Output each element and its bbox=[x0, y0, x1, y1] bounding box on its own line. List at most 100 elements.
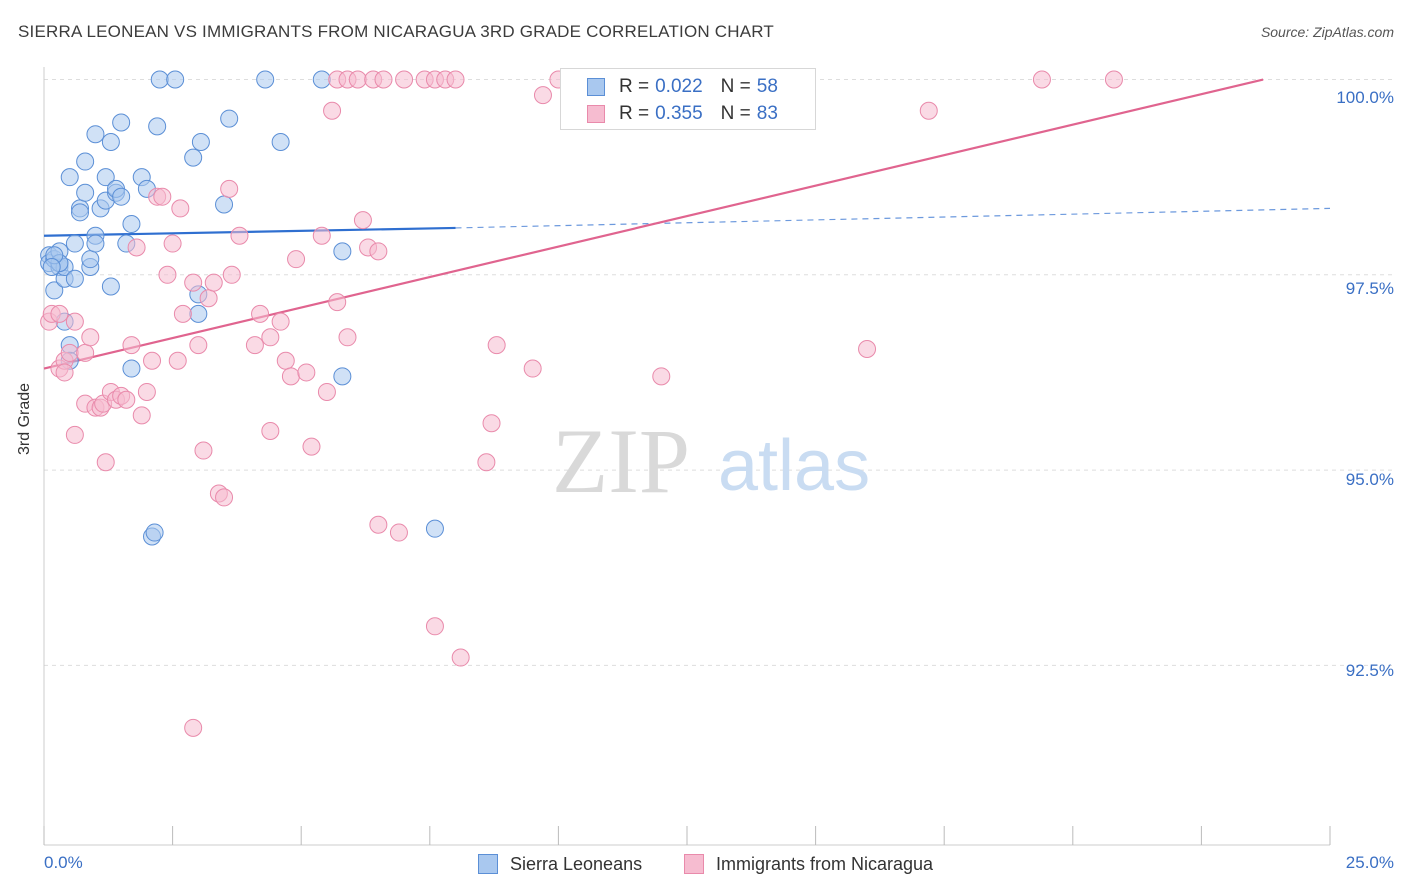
point-sierra-leoneans bbox=[101, 277, 120, 296]
point-immigrants-from-nicaragua bbox=[245, 336, 264, 355]
point-immigrants-from-nicaragua bbox=[312, 226, 331, 245]
point-immigrants-from-nicaragua bbox=[132, 406, 151, 425]
point-immigrants-from-nicaragua bbox=[487, 336, 506, 355]
point-sierra-leoneans bbox=[65, 234, 84, 253]
point-sierra-leoneans bbox=[184, 148, 203, 167]
point-sierra-leoneans bbox=[148, 117, 167, 136]
trend-line-immigrants-from-nicaragua bbox=[43, 78, 1264, 370]
point-immigrants-from-nicaragua bbox=[137, 382, 156, 401]
point-immigrants-from-nicaragua bbox=[96, 453, 115, 472]
trend-line-sierra-leoneans-extension bbox=[455, 207, 1331, 229]
point-immigrants-from-nicaragua bbox=[389, 523, 408, 542]
point-immigrants-from-nicaragua bbox=[173, 304, 192, 323]
point-sierra-leoneans bbox=[81, 250, 100, 269]
point-sierra-leoneans bbox=[215, 195, 234, 214]
point-immigrants-from-nicaragua bbox=[369, 515, 388, 534]
point-immigrants-from-nicaragua bbox=[328, 293, 347, 312]
point-immigrants-from-nicaragua bbox=[220, 179, 239, 198]
x-tick-label-min: 0.0% bbox=[44, 853, 83, 872]
y-tick-label-92-5: 92.5% bbox=[1345, 661, 1394, 680]
trend-lines bbox=[43, 78, 1331, 370]
point-immigrants-from-nicaragua bbox=[446, 70, 465, 89]
point-immigrants-from-nicaragua bbox=[652, 367, 671, 386]
point-sierra-leoneans bbox=[122, 215, 141, 234]
legend-r-label: R = bbox=[619, 103, 650, 124]
point-immigrants-from-nicaragua bbox=[117, 390, 136, 409]
point-immigrants-from-nicaragua bbox=[1032, 70, 1051, 89]
y-axis-title: 3rd Grade bbox=[16, 382, 33, 455]
point-immigrants-from-nicaragua bbox=[451, 648, 470, 667]
point-sierra-leoneans bbox=[256, 70, 275, 89]
point-immigrants-from-nicaragua bbox=[523, 359, 542, 378]
legend-row-sierra-leoneans: R = 0.022 N = 58 bbox=[587, 75, 778, 99]
source-label: Source: ZipAtlas.com bbox=[1260, 24, 1394, 40]
y-tick-label-100: 100.0% bbox=[1336, 88, 1394, 107]
point-immigrants-from-nicaragua bbox=[338, 328, 357, 347]
legend-row-immigrants-from-nicaragua: R = 0.355 N = 83 bbox=[587, 102, 778, 126]
trend-line-sierra-leoneans bbox=[43, 226, 456, 237]
point-sierra-leoneans bbox=[191, 133, 210, 152]
watermark: ZIP atlas bbox=[552, 410, 870, 512]
point-immigrants-from-nicaragua bbox=[163, 234, 182, 253]
legend-swatch-blue bbox=[587, 78, 605, 96]
point-sierra-leoneans bbox=[150, 70, 169, 89]
point-immigrants-from-nicaragua bbox=[261, 328, 280, 347]
point-immigrants-from-nicaragua bbox=[353, 211, 372, 230]
point-immigrants-from-nicaragua bbox=[251, 304, 270, 323]
point-immigrants-from-nicaragua bbox=[281, 367, 300, 386]
point-immigrants-from-nicaragua bbox=[50, 304, 69, 323]
point-immigrants-from-nicaragua bbox=[65, 312, 84, 331]
point-immigrants-from-nicaragua bbox=[230, 226, 249, 245]
watermark-zip: ZIP bbox=[552, 410, 690, 512]
point-sierra-leoneans bbox=[112, 113, 131, 132]
watermark-atlas: atlas bbox=[718, 426, 870, 506]
point-immigrants-from-nicaragua bbox=[184, 273, 203, 292]
point-sierra-leoneans bbox=[86, 125, 105, 144]
point-immigrants-from-nicaragua bbox=[222, 265, 241, 284]
bottom-legend-item-immigrants-from-nicaragua[interactable]: Immigrants from Nicaragua bbox=[684, 852, 933, 876]
point-sierra-leoneans bbox=[112, 187, 131, 206]
point-sierra-leoneans bbox=[312, 70, 331, 89]
legend-swatch-pink bbox=[587, 105, 605, 123]
bottom-legend-item-sierra-leoneans[interactable]: Sierra Leoneans bbox=[478, 852, 642, 876]
point-immigrants-from-nicaragua bbox=[215, 488, 234, 507]
point-sierra-leoneans bbox=[76, 183, 95, 202]
point-immigrants-from-nicaragua bbox=[55, 363, 74, 382]
point-sierra-leoneans bbox=[76, 152, 95, 171]
bottom-legend-label: Immigrants from Nicaragua bbox=[716, 853, 934, 874]
legend-r-value: 0.355 bbox=[655, 103, 703, 124]
x-tick-label-max: 25.0% bbox=[1345, 853, 1394, 872]
legend-n-value: 58 bbox=[756, 76, 778, 97]
point-immigrants-from-nicaragua bbox=[171, 199, 190, 218]
legend-r-value: 0.022 bbox=[655, 76, 703, 97]
point-immigrants-from-nicaragua bbox=[425, 617, 444, 636]
bottom-legend-swatch-pink bbox=[684, 854, 704, 874]
point-immigrants-from-nicaragua bbox=[477, 453, 496, 472]
gridlines bbox=[44, 79, 1392, 666]
point-sierra-leoneans bbox=[101, 133, 120, 152]
point-immigrants-from-nicaragua bbox=[395, 70, 414, 89]
legend-n-label: N = bbox=[720, 76, 751, 97]
point-immigrants-from-nicaragua bbox=[317, 382, 336, 401]
point-immigrants-from-nicaragua bbox=[271, 312, 290, 331]
correlation-legend: R = 0.022 N = 58 R = 0.355 N = 83 bbox=[560, 68, 816, 130]
point-sierra-leoneans bbox=[45, 281, 64, 300]
bottom-legend-label: Sierra Leoneans bbox=[510, 853, 643, 874]
legend-r-label: R = bbox=[619, 76, 650, 97]
y-tick-label-97-5: 97.5% bbox=[1345, 279, 1394, 298]
point-immigrants-from-nicaragua bbox=[158, 265, 177, 284]
point-sierra-leoneans bbox=[166, 70, 185, 89]
point-sierra-leoneans bbox=[189, 304, 208, 323]
point-sierra-leoneans bbox=[333, 242, 352, 261]
point-immigrants-from-nicaragua bbox=[184, 718, 203, 737]
point-immigrants-from-nicaragua bbox=[482, 414, 501, 433]
point-immigrants-from-nicaragua bbox=[858, 340, 877, 359]
point-sierra-leoneans bbox=[145, 523, 164, 542]
series-sierra-leoneans bbox=[40, 70, 444, 546]
point-immigrants-from-nicaragua bbox=[194, 441, 213, 460]
point-sierra-leoneans bbox=[86, 234, 105, 253]
point-immigrants-from-nicaragua bbox=[127, 238, 146, 257]
chart-title: SIERRA LEONEAN VS IMMIGRANTS FROM NICARA… bbox=[18, 22, 775, 41]
point-immigrants-from-nicaragua bbox=[348, 70, 367, 89]
point-immigrants-from-nicaragua bbox=[302, 437, 321, 456]
